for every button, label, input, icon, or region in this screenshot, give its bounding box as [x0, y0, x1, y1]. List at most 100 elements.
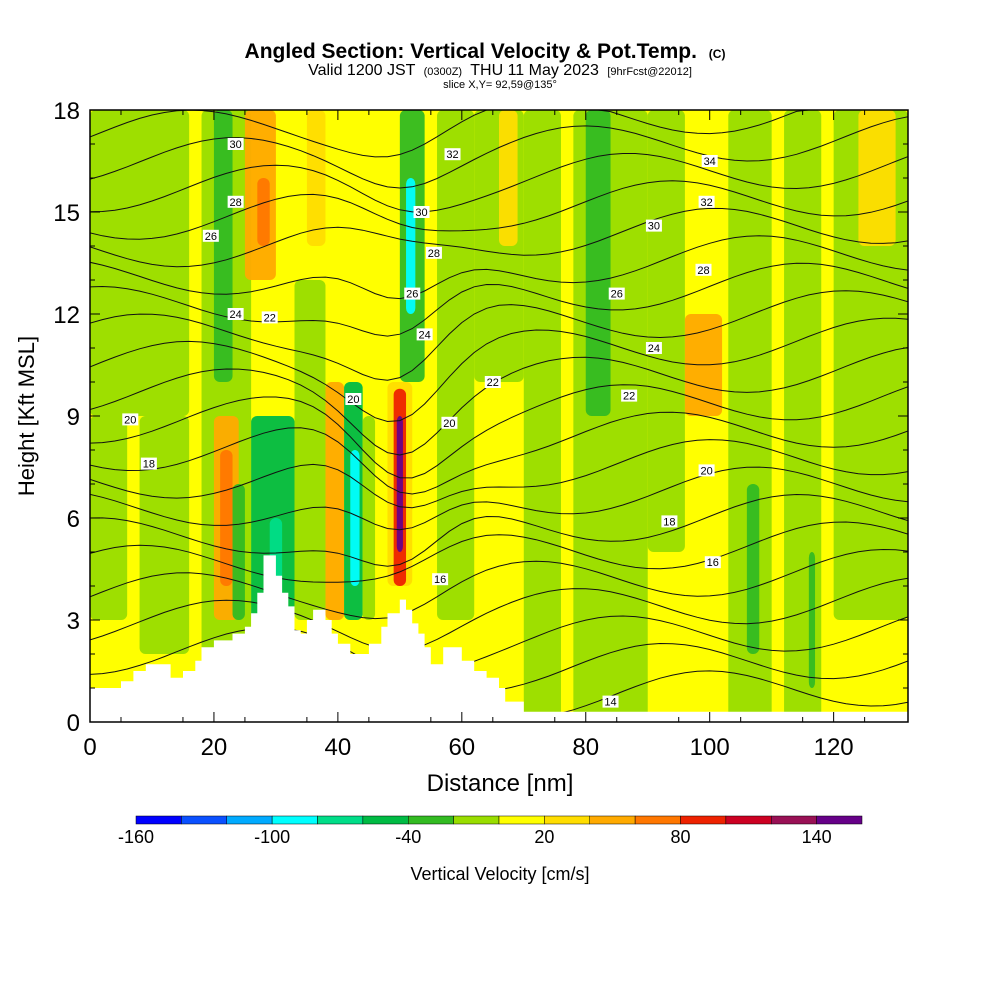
contour-label-text: 28: [697, 265, 709, 277]
contour-label-text: 24: [230, 309, 242, 321]
velocity-band: [746, 484, 760, 654]
x-axis-label: Distance [nm]: [427, 770, 574, 797]
colorbar-swatch: [271, 815, 318, 825]
contour-label: 26: [608, 287, 625, 301]
colorbar-swatch: [498, 815, 545, 825]
valid-date: THU 11 May 2023: [470, 62, 599, 79]
velocity-band: [232, 484, 245, 620]
contour-label: 18: [140, 457, 157, 471]
theta-contour: [90, 548, 908, 620]
colorbar-swatch: [725, 815, 772, 825]
velocity-band: [139, 416, 190, 654]
contour-label: 26: [202, 229, 219, 243]
x-tick-label: 100: [690, 734, 730, 761]
contour-label: 20: [345, 393, 362, 406]
contour-label-text: 22: [487, 377, 499, 389]
theta-contour: [90, 493, 908, 567]
contour-label: 28: [695, 263, 712, 277]
y-tick-label: 12: [53, 302, 80, 329]
colorbar-swatch: [589, 815, 636, 825]
velocity-band: [251, 416, 295, 620]
y-axis-label: Height [Kft MSL]: [14, 336, 39, 496]
colorbar-tick-label: 80: [670, 827, 690, 847]
contour-label: 18: [661, 515, 678, 528]
contour-label: 32: [698, 195, 715, 209]
forecast-info: [9hrFcst@22012]: [607, 66, 692, 78]
theta-contour: [90, 116, 908, 189]
y-axis: 0 3 6 9 12 15 18: [53, 98, 908, 737]
contour-label: 32: [444, 148, 461, 161]
contour-label: 22: [261, 311, 278, 324]
colorbar-swatch: [771, 815, 817, 825]
theta-contour: [90, 207, 908, 268]
contour-label: 30: [227, 138, 244, 151]
y-tick-label: 6: [67, 506, 80, 533]
contour-labels: 30 32 34 28 30 32 26 28 30 28 26 26 24 22 24 24 22 22 20 20…: [122, 138, 721, 709]
theta-contour: [90, 180, 908, 240]
contour-label-text: 26: [611, 289, 623, 301]
velocity-band: [728, 110, 772, 722]
theta-contour: [90, 411, 908, 495]
contour-label: 22: [484, 376, 501, 389]
x-tick-label: 20: [201, 734, 228, 761]
contour-label: 30: [645, 219, 662, 233]
colorbar-tick-label: -40: [395, 827, 421, 847]
y-tick-label: 3: [67, 608, 80, 635]
contour-label-text: 20: [700, 465, 712, 477]
contour-label-text: 30: [230, 139, 242, 151]
theta-contour: [90, 615, 908, 677]
contour-label: 16: [432, 573, 449, 586]
contour-label: 24: [416, 328, 433, 341]
colorbar-swatch: [680, 815, 727, 825]
colorbar-tick-label: -100: [254, 827, 290, 847]
contour-label-text: 24: [648, 343, 660, 355]
velocity-band: [325, 382, 345, 620]
contour-label-text: 22: [264, 312, 276, 324]
theta-contour: [90, 466, 908, 531]
contour-label-text: 16: [434, 574, 446, 586]
x-tick-label: 120: [814, 734, 854, 761]
contour-label-text: 32: [446, 149, 458, 161]
theta-contour: [90, 290, 908, 381]
velocity-band: [647, 110, 685, 552]
velocity-band: [90, 110, 190, 416]
plot-area: 30 32 34 28 30 32 26 28 30 28 26 26 24 22 24 24 22 22 20 20…: [90, 110, 908, 722]
colorbar-swatch: [634, 815, 681, 825]
velocity-band: [396, 416, 403, 552]
contour-label: 16: [704, 556, 721, 569]
chart-title-unit: (C): [709, 47, 726, 61]
theta-contour: [90, 153, 908, 213]
velocity-band: [257, 178, 270, 246]
colorbar-swatch: [135, 815, 182, 825]
contour-label: 24: [645, 342, 662, 355]
contour-label-text: 18: [143, 459, 155, 471]
theta-contour: [90, 521, 908, 583]
velocity-band: [437, 110, 475, 620]
slice-info: slice X,Y= 92,59@135°: [443, 79, 557, 91]
chart-title: Angled Section: Vertical Velocity & Pot.…: [245, 40, 697, 63]
theta-contour: [90, 317, 908, 423]
theta-contour: [90, 110, 908, 158]
contour-label-text: 30: [415, 207, 427, 219]
theta-contour: [90, 577, 908, 652]
contour-label-text: 14: [604, 697, 616, 709]
theta-contour: [90, 439, 908, 509]
colorbar-label: Vertical Velocity [cm/s]: [410, 864, 589, 884]
colorbar-swatch: [408, 815, 454, 825]
theta-contour: [90, 384, 908, 479]
contour-label: 20: [698, 464, 715, 477]
colorbar: [135, 815, 863, 825]
contour-label: 26: [404, 287, 421, 301]
contour-label-text: 18: [663, 516, 675, 528]
contour-label-text: 26: [406, 289, 418, 301]
contour-label: 20: [122, 413, 139, 426]
contour-label: 22: [621, 389, 638, 403]
contour-label-text: 20: [443, 418, 455, 430]
theta-contour: [90, 235, 908, 300]
contour-label-text: 30: [648, 221, 660, 233]
velocity-band: [306, 110, 326, 246]
valid-time-line: Valid 1200 JST (0300Z) THU 11 May 2023 […: [308, 62, 692, 79]
contour-label: 20: [441, 416, 458, 430]
